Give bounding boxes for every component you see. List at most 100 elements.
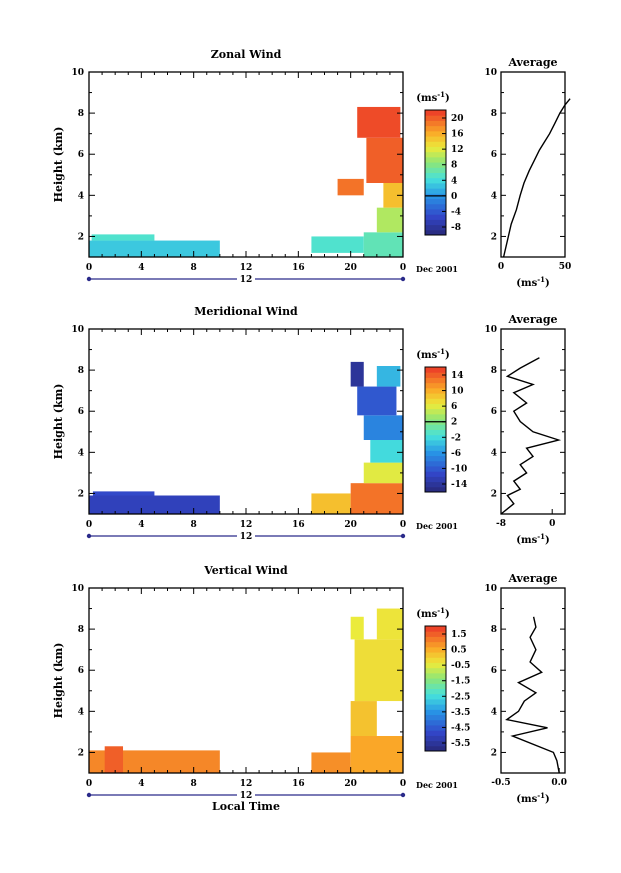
colorbar-segment [425,698,446,705]
data-cell [92,491,155,496]
average-profile-line [500,357,562,515]
day-bar-end [86,276,92,282]
colorbar-segment [425,714,446,721]
colorbar-tick-label: -4.5 [451,723,470,733]
colorbar-segment [425,471,446,477]
colorbar-tick-label: -2 [451,433,461,443]
colorbar-segment [425,208,446,215]
colorbar-tick-label: -8 [451,223,461,233]
average-y-tick-label: 2 [491,489,497,499]
colorbar-segment [425,167,446,173]
data-cell [337,178,364,196]
colorbar-segment [425,646,446,653]
colorbar-segment [425,229,446,236]
colorbar-segment [425,372,446,378]
colorbar-segment [425,724,446,731]
colorbar-segment [425,115,446,121]
colorbar-unit: (ms-1) [416,606,449,620]
y-tick-label: 4 [78,707,84,717]
x-tick-label: 0 [400,263,406,273]
colorbar-segment [425,219,446,226]
colorbar-segment [425,125,446,132]
colorbar-segment [425,162,446,168]
colorbar-tick-label: 8 [451,161,457,171]
average-profile-line [505,616,560,774]
colorbar-tick-label: 10 [451,387,464,397]
colorbar-segment [425,172,446,179]
average-y-tick-label: 4 [491,707,497,717]
colorbar-segment [425,460,446,467]
x-tick-label: 16 [292,520,305,530]
colorbar-segment [425,662,446,669]
average-unit: (ms-1) [516,532,549,546]
colorbar-segment [425,636,446,643]
x-tick-label: 12 [240,263,253,273]
x-axis-label: Local Time [212,800,280,813]
day-label-bg [237,530,255,541]
average-y-tick-label: 6 [491,407,497,417]
colorbar-unit: (ms-1) [416,90,449,104]
colorbar-tick-label: -1.5 [451,677,470,687]
average-frame [500,328,566,515]
day-label: 12 [240,275,253,285]
panel-title: Zonal Wind [211,48,282,61]
day-label-bg [237,273,255,284]
colorbar-segment [425,434,446,441]
x-tick-label: 20 [344,263,357,273]
colorbar-segment [425,455,446,462]
colorbar-segment [425,719,446,726]
colorbar-tick-label: 2 [451,418,457,428]
data-cell [311,493,351,514]
average-x-tick-label: -8 [496,519,506,529]
colorbar-segment [425,182,446,189]
colorbar-segment [425,730,446,736]
y-tick-label: 6 [78,666,84,676]
y-tick-label: 10 [71,325,84,335]
panel-title: Meridional Wind [194,305,298,318]
colorbar-segment [425,214,446,220]
colorbar-segment [425,156,446,163]
colorbar-tick-label: 0 [451,192,457,202]
data-cell [89,495,220,514]
average-y-tick-label: 8 [491,625,497,635]
data-cell [363,232,403,257]
colorbar-tick-label: -14 [451,480,467,490]
average-panel: Average 2 4 6 8 10 0 50 (ms-1) [484,56,571,289]
average-panel: Average 2 4 6 8 10 -8 0(ms-1) [484,313,566,546]
colorbar-segment [425,657,446,663]
colorbar-segment [425,445,446,451]
y-tick-label: 6 [78,150,84,160]
colorbar-segment [425,465,446,472]
colorbar-segment [425,693,446,700]
colorbar-segment [425,382,446,389]
data-cell [354,639,403,702]
colorbar-tick-label: 20 [451,114,464,124]
colorbar-segment [425,652,446,658]
average-x-tick-label: -0.5 [491,778,510,788]
day-label: 12 [240,791,253,801]
colorbar-segment [425,141,446,147]
average-title: Average [507,56,557,69]
colorbar-tick-label: -2.5 [451,692,470,702]
average-y-tick-label: 4 [491,191,497,201]
x-tick-label: 4 [138,263,144,273]
x-tick-label: 8 [191,520,197,530]
colorbar-segment [425,429,446,436]
day-bar-end [86,533,92,539]
colorbar-segment [425,486,446,493]
y-tick-label: 2 [78,489,84,499]
colorbar-segment [425,745,446,752]
data-cell [350,616,364,640]
data-cell [350,483,403,514]
average-y-tick-label: 4 [491,448,497,458]
y-tick-label: 10 [71,68,84,78]
colorbar-tick-label: 6 [451,402,457,412]
colorbar-tick-label: -0.5 [451,661,470,671]
panel-meridional-wind: Meridional Wind 2 4 6 8 10 Height (km) 0 4 8 12 16 2… [52,305,566,546]
colorbar-segment [425,740,446,747]
average-x-tick-label: 0 [498,262,504,272]
average-unit: (ms-1) [516,275,549,289]
colorbar-segment [425,704,446,710]
x-tick-label: 0 [400,520,406,530]
